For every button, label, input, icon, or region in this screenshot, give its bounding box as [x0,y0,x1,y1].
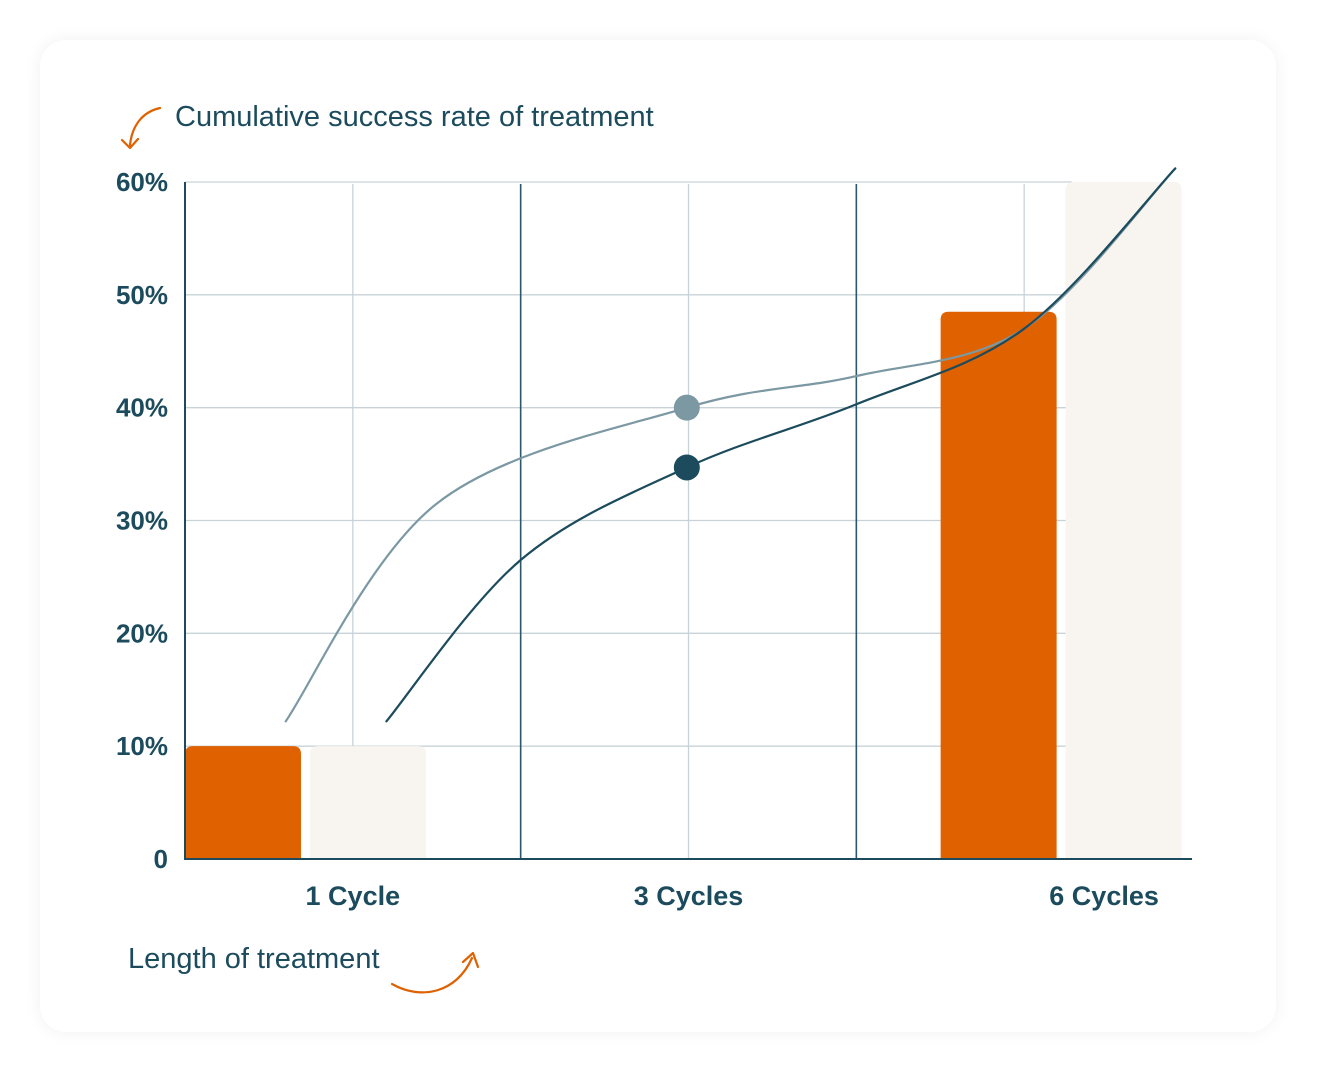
arrow-icon [390,951,480,994]
bars [185,182,1182,860]
x-category-label: 3 Cycles [634,881,744,911]
bar [1065,182,1182,859]
y-tick-label: 40% [116,393,168,423]
axes [184,182,1192,860]
arrow-icon [120,106,162,150]
labels: Cumulative success rate of treatment Len… [116,101,1159,975]
x-category-label: 1 Cycle [306,881,401,911]
x-category-label: 6 Cycles [1049,881,1159,911]
lines [284,167,1177,723]
data-point [673,454,700,481]
x-axis-title: Length of treatment [128,943,380,975]
bar [185,746,301,859]
y-tick-label: 10% [116,731,168,761]
y-tick-label: 50% [116,280,168,310]
y-tick-label: 0 [154,844,168,874]
highlight-points [673,394,700,481]
bar [310,746,426,859]
y-tick-label: 20% [116,618,168,648]
data-point [673,394,700,421]
y-tick-label: 30% [116,506,168,536]
y-axis-title: Cumulative success rate of treatment [175,101,654,133]
series-line [385,167,1177,723]
bar [940,311,1057,860]
y-tick-label: 60% [116,167,168,197]
